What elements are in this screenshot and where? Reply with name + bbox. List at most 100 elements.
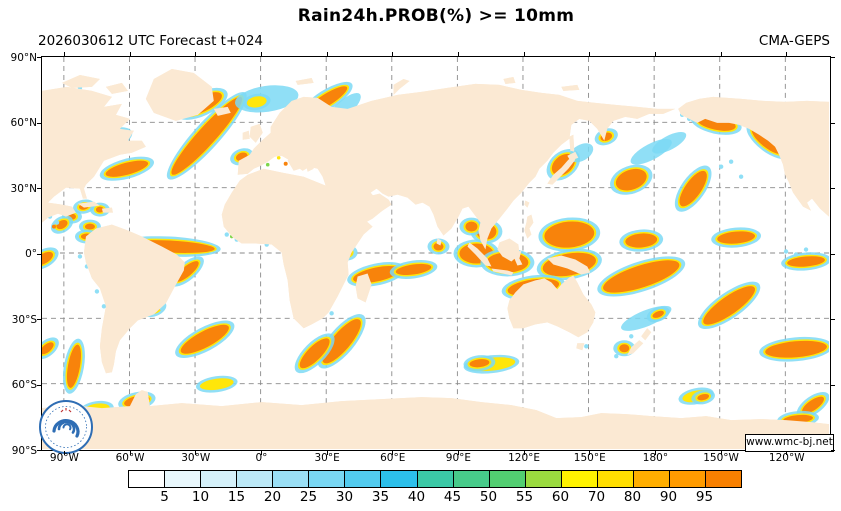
colorbar-segment [309,471,346,487]
colorbar-tick-label: 60 [551,489,570,505]
prob-contour-high [652,310,664,318]
x-axis-tick [523,52,525,56]
forecast-init-time: 2026030612 UTC Forecast t+024 [38,33,264,49]
prob-contour-high [42,251,53,266]
colorbar-tick-label: 70 [587,489,606,505]
prob-contour-high [603,260,680,293]
cma-logo-text-ring [45,406,87,448]
prob-speck [783,249,789,254]
colorbar-segment [201,471,238,487]
prob-speck [584,344,589,349]
map-frame [41,56,831,451]
x-axis-tick-label: 90°W [49,452,79,464]
x-axis-tick [589,451,591,455]
prob-contour-high [174,261,199,282]
colorbar-tick-label: 90 [659,489,678,505]
x-axis-tick [326,52,328,56]
prob-speck [51,224,56,229]
colorbar-segment [381,471,418,487]
cma-cloud-spiral-icon [52,419,80,438]
x-axis-tick-label: 120°W [768,452,805,464]
watermark-box: www.wmc-bj.net [745,434,834,452]
colorbar-segment [129,471,166,487]
colorbar-segment [597,471,634,487]
prob-speck [224,232,229,237]
prob-speck [738,174,744,179]
prob-contour-high [679,170,707,207]
x-axis-tick-label: 90°E [445,452,472,464]
prob-contour-high [717,231,756,244]
colorbar-tick-label: 40 [407,489,426,505]
x-axis-tick [654,451,656,455]
x-axis-tick [129,451,131,455]
colorbar-segment [561,471,598,487]
y-axis-tick-label: 0° [25,248,37,260]
chart-title: Rain24h.PROB(%) >= 10mm [297,6,575,26]
colorbar-tick-label: 95 [695,489,714,505]
prob-speck [329,311,334,316]
y-axis-tick-label: 60°N [10,117,37,129]
colorbar-segment [417,471,454,487]
prob-contour-high [433,242,444,251]
prob-speck [718,164,724,169]
colorbar-tick-label: 35 [371,489,390,505]
colorbar-segment [453,471,490,487]
cma-logo [39,400,93,454]
x-axis-tick [129,52,131,56]
prob-contour-high [469,359,490,368]
prob-contour-high [84,223,95,230]
probability-colorbar [128,470,742,488]
y-axis-tick [831,253,835,255]
world-map [42,57,829,449]
x-axis-tick [589,52,591,56]
y-axis-tick [831,188,835,189]
x-axis-tick [260,451,262,455]
prob-contour-high [787,256,825,267]
x-axis-tick [326,451,328,455]
prob-contour-high [42,342,54,355]
colorbar-tick-label: 50 [479,489,498,505]
x-axis-tick-label: 150°E [573,452,606,464]
x-axis-tick [457,451,459,455]
prob-contour-high [66,344,81,388]
prob-contour-high [802,396,825,414]
colorbar-segment [165,471,202,487]
x-axis-tick [720,52,722,56]
colorbar-tick-label: 80 [623,489,642,505]
x-axis-tick-label: 0° [255,452,268,464]
colorbar-tick-label: 55 [515,489,534,505]
y-axis-tick [37,57,41,58]
prob-speck [283,161,288,166]
prob-contour-low [652,131,687,154]
x-axis-tick [260,52,262,56]
colorbar-segment [237,471,274,487]
x-axis-tick [195,52,197,56]
prob-speck [101,304,107,309]
y-axis-tick [831,122,835,124]
prob-speck [54,220,60,225]
colorbar-tick-label: 10 [191,489,210,505]
model-name: CMA-GEPS [758,33,830,49]
x-axis-tick [786,52,788,56]
prob-contour-high [465,221,478,232]
y-axis-tick [37,188,41,189]
colorbar-tick-label: 5 [160,489,169,505]
prob-speck [276,155,281,160]
prob-speck [614,354,619,359]
colorbar-segment [706,471,742,487]
prob-speck [94,289,100,294]
prob-contour-high [171,96,243,175]
prob-contour-high [697,393,710,401]
y-axis-tick [37,319,41,320]
prob-contour-high [299,338,330,369]
y-axis-tick [37,450,41,451]
y-axis-tick-label: 30°S [11,313,37,326]
y-axis-tick [831,57,835,58]
x-axis-tick [63,52,65,56]
colorbar-tick-label: 15 [227,489,246,505]
x-axis-tick-label: 30°E [314,452,340,464]
colorbar-tick-label: 30 [335,489,354,505]
x-axis-tick-label: 120°E [508,452,541,464]
prob-contour-high [619,344,630,353]
y-axis-tick-label: 60°S [11,379,37,391]
